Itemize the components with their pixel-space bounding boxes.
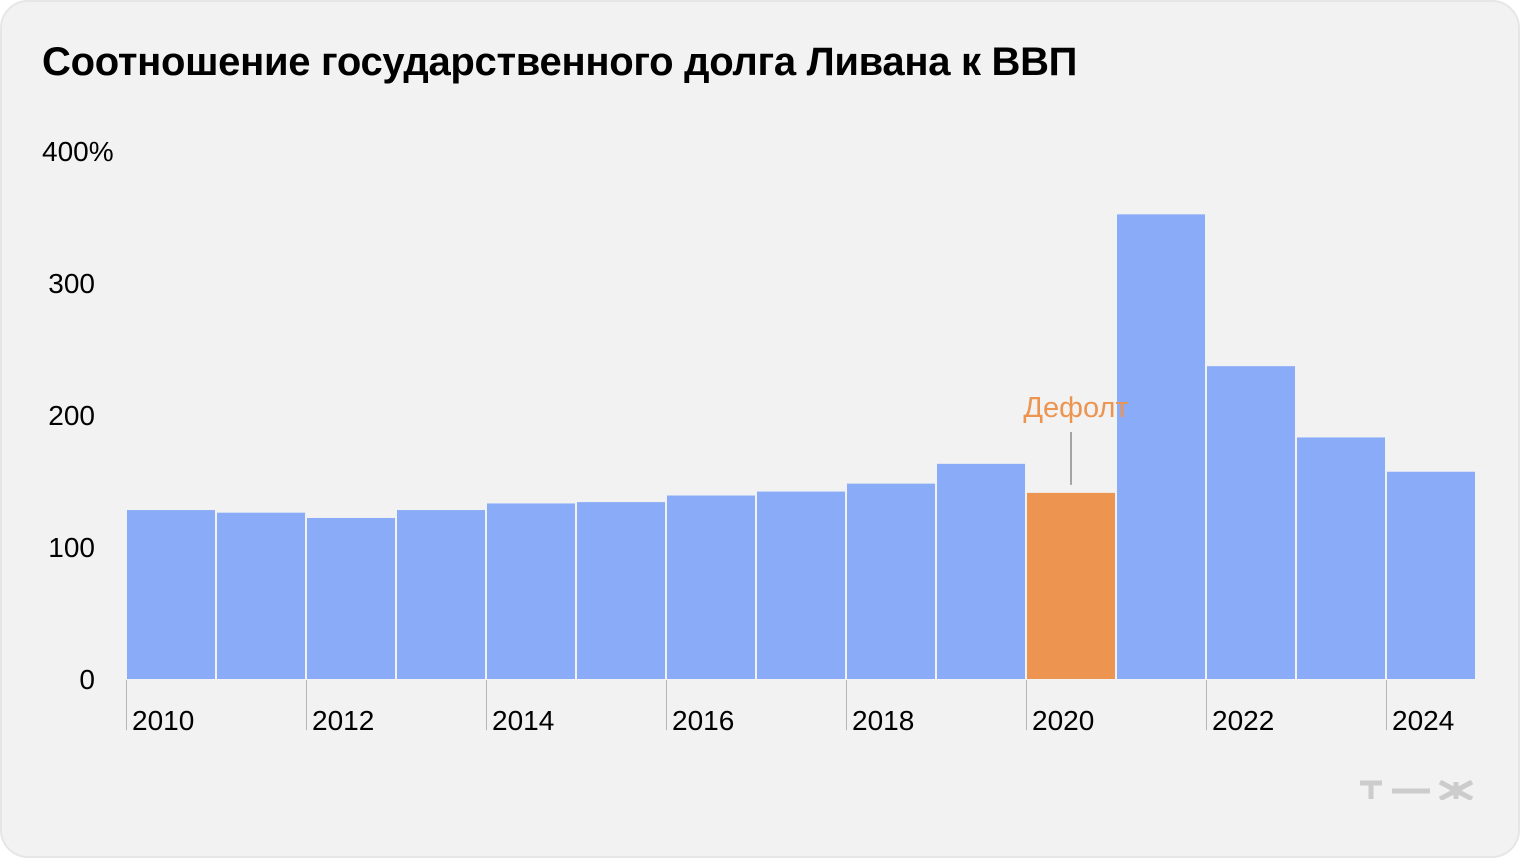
bar-2020	[1027, 492, 1115, 679]
x-tick-label: 2018	[852, 705, 914, 736]
bar-2018	[847, 483, 935, 679]
bar-2014	[487, 503, 575, 679]
x-tick-label: 2012	[312, 705, 374, 736]
y-tick-label: 300	[48, 268, 95, 299]
x-axis: 2010 2012 2014 2016 2018 2020 2022 2024	[126, 680, 1454, 736]
y-tick-label: 0	[79, 664, 95, 695]
bar-2010	[127, 510, 215, 679]
annotation-label: Дефолт	[1023, 392, 1128, 424]
bar-2012	[307, 517, 395, 679]
bar-2015	[577, 502, 665, 679]
tzh-logo	[1360, 780, 1474, 800]
x-tick-label: 2022	[1212, 705, 1274, 736]
x-tick-label: 2014	[492, 705, 554, 736]
x-tick-label: 2010	[132, 705, 194, 736]
y-axis-labels: 0 100 200 300 400%	[42, 136, 114, 695]
bar-2023	[1297, 437, 1385, 679]
annotation-group: Дефолт	[1023, 392, 1129, 485]
y-tick-label: 400%	[42, 136, 114, 167]
bar-2019	[937, 463, 1025, 679]
x-tick-label: 2016	[672, 705, 734, 736]
bar-2016	[667, 495, 755, 679]
x-tick-label: 2024	[1392, 705, 1454, 736]
bar-2011	[217, 512, 305, 679]
chart-title: Соотношение государственного долга Ливан…	[42, 40, 1078, 84]
bar-2013	[397, 510, 485, 679]
bar-2024	[1387, 471, 1475, 679]
y-tick-label: 200	[48, 400, 95, 431]
y-tick-label: 100	[48, 532, 95, 563]
bar-2022	[1207, 366, 1295, 679]
x-tick-label: 2020	[1032, 705, 1094, 736]
bar-2017	[757, 491, 845, 679]
bars	[127, 214, 1475, 680]
bar-2021	[1117, 214, 1205, 680]
